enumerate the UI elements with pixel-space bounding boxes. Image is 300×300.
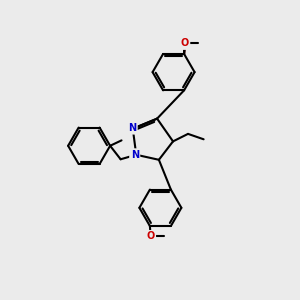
Text: N: N xyxy=(128,123,136,133)
Text: N: N xyxy=(131,150,139,160)
Text: O: O xyxy=(181,38,189,48)
Text: O: O xyxy=(146,232,154,242)
